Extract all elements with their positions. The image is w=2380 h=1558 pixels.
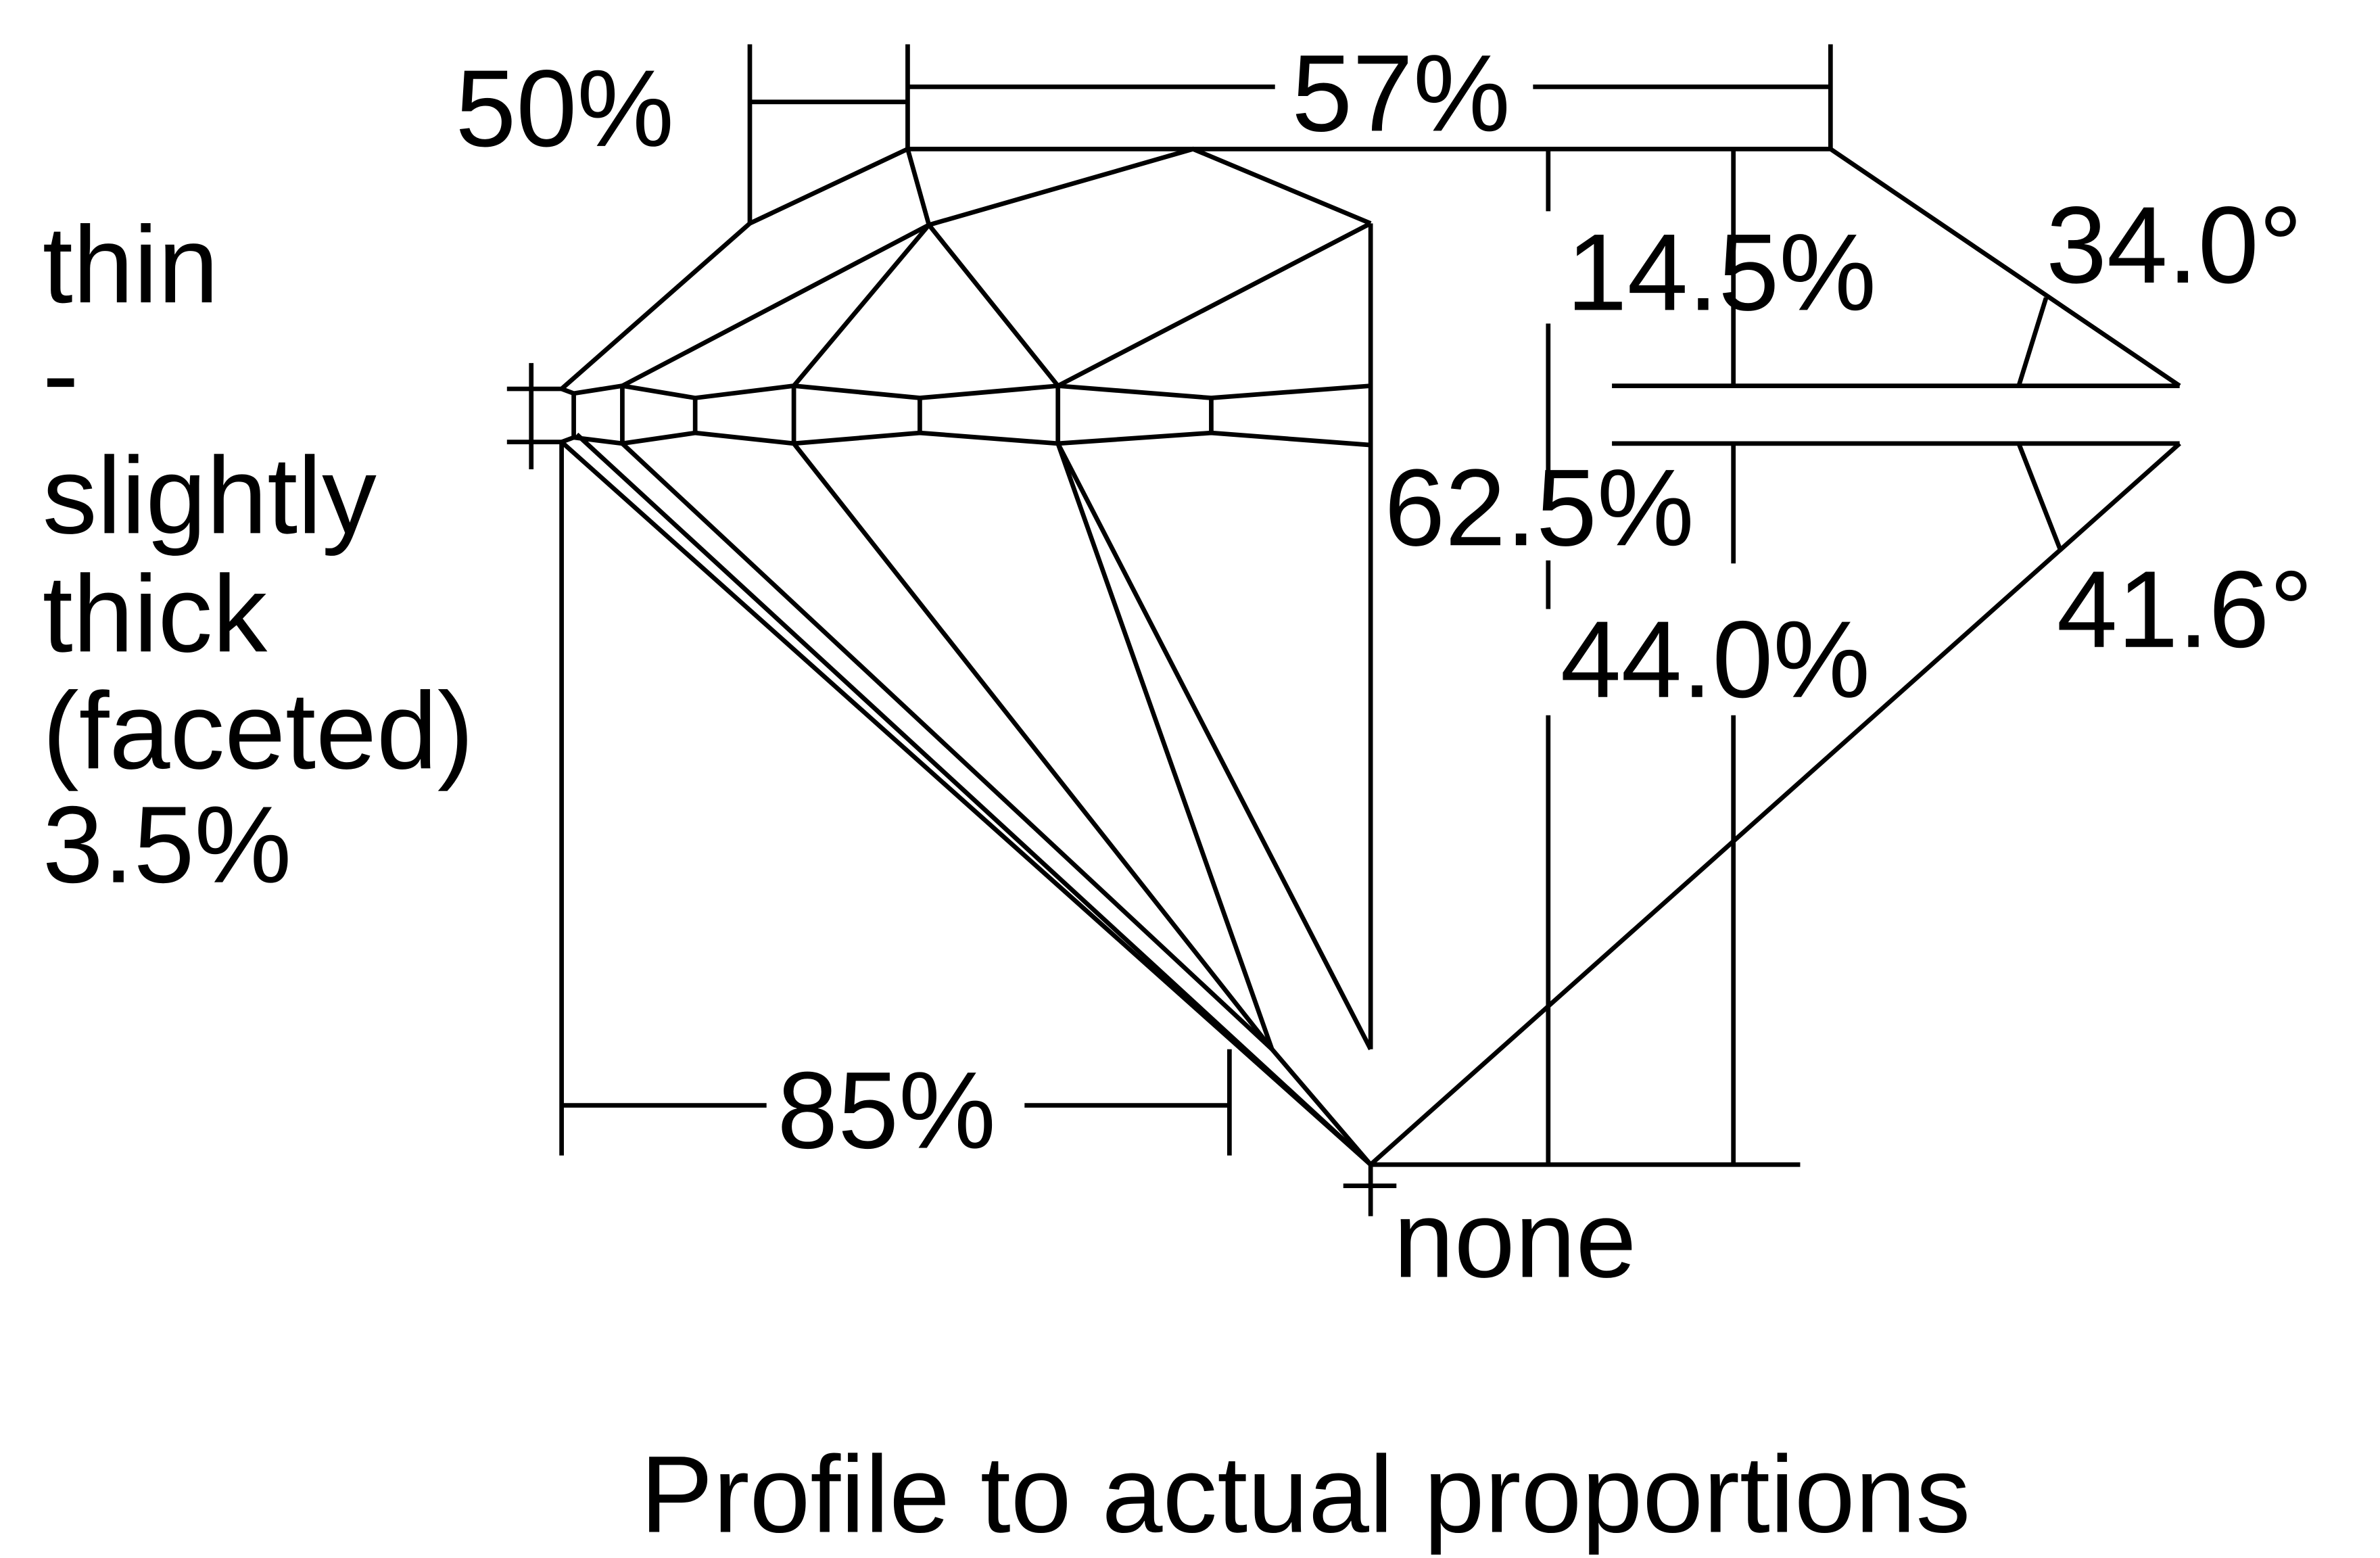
girdle-label: (faceted) xyxy=(43,670,474,792)
crown-height-label: 14.5% xyxy=(1567,212,1876,333)
girdle-label: 3.5% xyxy=(43,784,291,906)
crown-facet xyxy=(1057,221,1372,388)
pavilion-outline xyxy=(1368,442,2181,1166)
pavilion-depth-label: 44.0% xyxy=(1561,599,1870,721)
labels: 50% 57% 14.5% 34.0° 62.5% 44.0% 41.6° 85… xyxy=(43,32,2313,1555)
girdle-lower xyxy=(561,430,1371,448)
pavilion-facet xyxy=(1270,1047,1373,1166)
caption: Profile to actual proportions xyxy=(640,1434,1971,1555)
pavilion-facet xyxy=(792,442,1274,1051)
pavilion-facet xyxy=(621,442,1274,1052)
girdle-label: thick xyxy=(43,553,268,675)
pavilion-facet xyxy=(1055,442,1275,1050)
crown-facet xyxy=(621,146,1372,388)
crown-angle-label: 34.0° xyxy=(2046,185,2302,306)
crown-facet xyxy=(792,223,931,387)
girdle-label: slightly xyxy=(43,435,377,557)
dimension-lines xyxy=(506,44,2062,1217)
total-depth-label: 62.5% xyxy=(1384,447,1694,569)
star-length-label: 50% xyxy=(455,48,674,170)
girdle-label: - xyxy=(43,314,79,435)
table-label: 57% xyxy=(1291,32,1510,154)
crown-facet xyxy=(905,148,1060,387)
pavilion-facet xyxy=(575,432,1373,1166)
angle-mark xyxy=(2016,442,2062,550)
culet-label: none xyxy=(1394,1179,1637,1300)
girdle-label: thin xyxy=(43,204,219,326)
pavilion-facet xyxy=(1055,442,1373,1051)
angle-mark xyxy=(2016,297,2049,387)
lower-half-label: 85% xyxy=(777,1050,996,1172)
girdle-upper xyxy=(561,383,1371,400)
pavilion-facet xyxy=(560,440,1373,1166)
pavilion-angle-label: 41.6° xyxy=(2057,549,2313,671)
diamond-profile xyxy=(560,146,2181,1166)
